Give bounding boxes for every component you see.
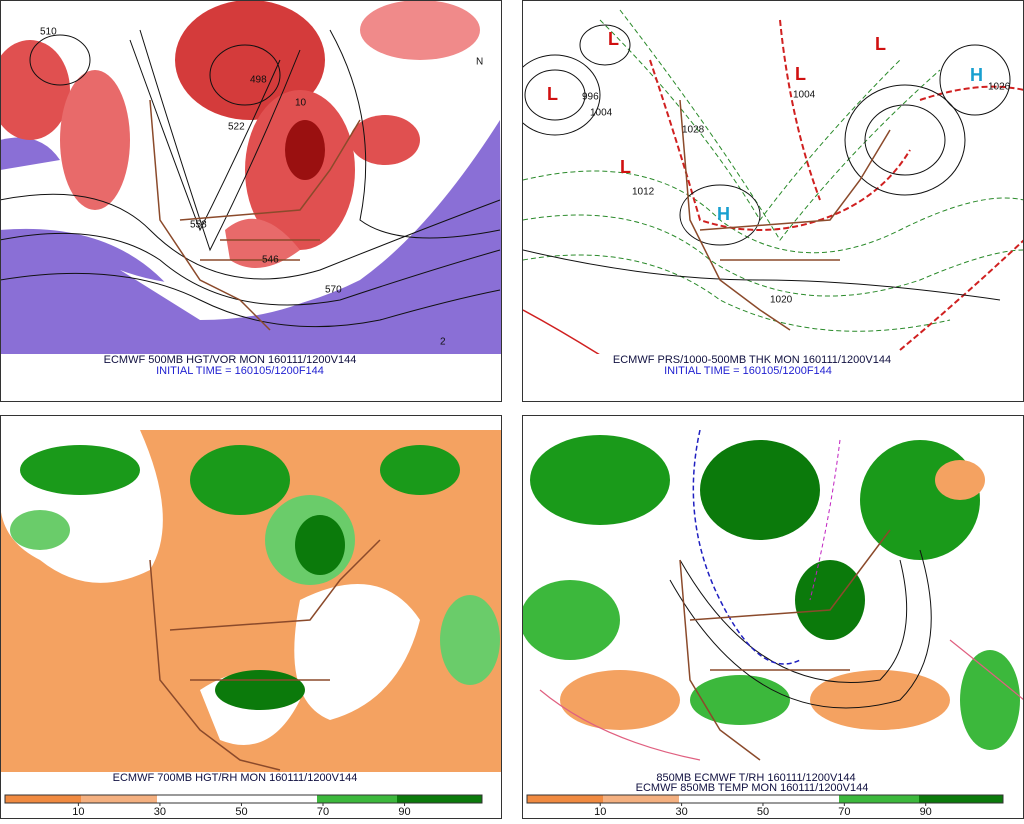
map (523, 9, 1023, 354)
panel-500mb: 510 498 522 546 558 570 10 N 2 ECMWF 500… (0, 0, 502, 402)
colorbar-label: 10 (72, 806, 84, 818)
contour-label: 1004 (793, 90, 816, 101)
contour-label: 1012 (632, 187, 655, 198)
colorbar (526, 794, 1004, 804)
map (1, 430, 501, 772)
panel-pressure: L L L L L H H 996 1004 1012 1028 1020 10… (522, 0, 1024, 402)
contour-label: N (476, 57, 483, 68)
panel-850mb: 850MB ECMWF T/RH 160111/1200V144 ECMWF 8… (522, 415, 1024, 819)
contour-label: 1028 (682, 125, 705, 136)
low-marker: L (547, 84, 558, 104)
panel-700mb: ECMWF 700MB HGT/RH MON 160111/1200V144 (0, 415, 502, 819)
contour-label: 522 (228, 122, 245, 133)
contour-label: 570 (325, 285, 342, 296)
colorbar-label: 70 (838, 806, 850, 818)
contour-label: 1004 (590, 108, 613, 119)
colorbar-label: 90 (920, 806, 932, 818)
colorbar-label: 50 (757, 806, 769, 818)
caption: ECMWF 500MB HGT/VOR MON 160111/1200V144 (104, 354, 357, 366)
low-marker: L (608, 29, 619, 49)
panel-frame (522, 0, 1024, 402)
contour-label: 996 (582, 92, 599, 103)
contour-label: 558 (190, 220, 207, 231)
colorbar-label: 30 (154, 806, 166, 818)
caption: ECMWF PRS/1000-500MB THK MON 160111/1200… (613, 354, 891, 366)
low-marker: L (875, 34, 886, 54)
low-marker: L (620, 157, 631, 177)
colorbar-label: 10 (594, 806, 606, 818)
colorbar-label: 70 (317, 806, 329, 818)
caption: ECMWF 850MB TEMP MON 160111/1200V144 (636, 782, 869, 794)
colorbar-label: 30 (675, 806, 687, 818)
colorbar-label: 50 (235, 806, 247, 818)
contour-label: 2 (440, 337, 446, 348)
contour-label: 510 (40, 27, 57, 38)
colorbar (4, 794, 483, 804)
contour-label: 498 (250, 75, 267, 86)
map (523, 430, 1023, 772)
low-marker: L (795, 64, 806, 84)
high-marker: H (970, 65, 983, 85)
caption: 850MB ECMWF T/RH 160111/1200V144 (656, 772, 855, 784)
map (1, 1, 501, 354)
contour-label: 546 (262, 255, 279, 266)
caption: INITIAL TIME = 160105/1200F144 (156, 365, 324, 377)
colorbar-label: 90 (398, 806, 410, 818)
high-marker: H (717, 204, 730, 224)
caption: ECMWF 700MB HGT/RH MON 160111/1200V144 (113, 772, 358, 784)
contour-label: 1020 (770, 295, 793, 306)
caption: INITIAL TIME = 160105/1200F144 (664, 365, 832, 377)
contour-label: 10 (295, 98, 307, 109)
contour-label: 1026 (988, 82, 1011, 93)
